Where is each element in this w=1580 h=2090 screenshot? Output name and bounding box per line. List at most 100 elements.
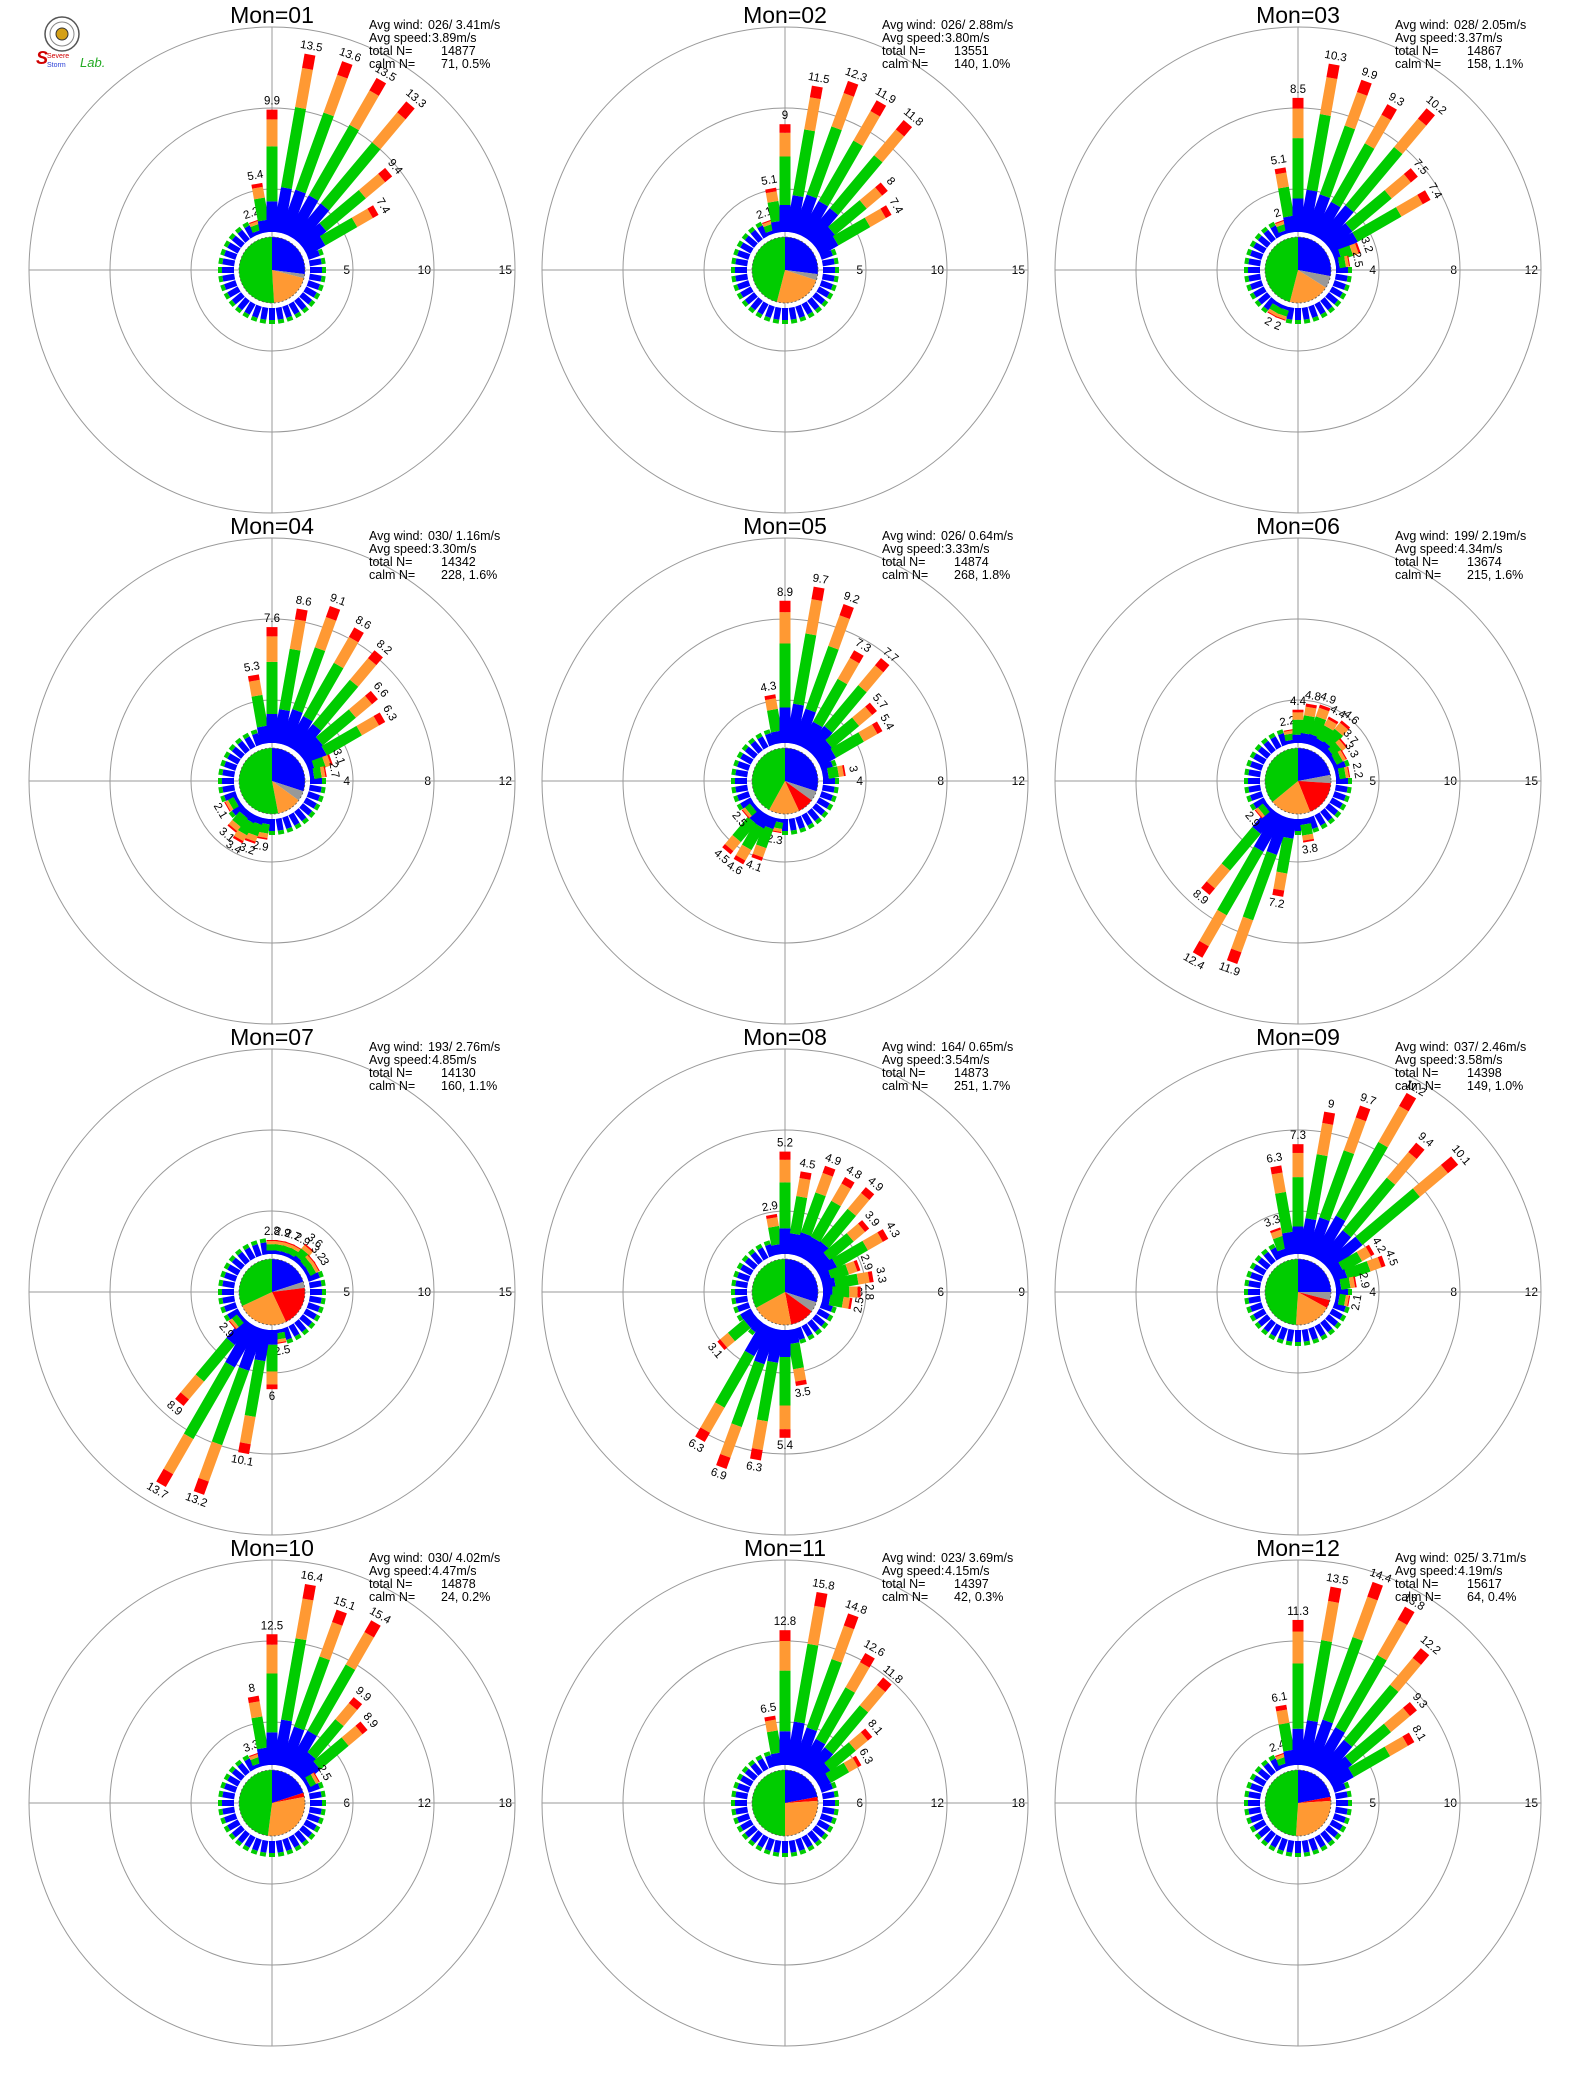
- rose-bar-segment: [754, 811, 771, 829]
- rose-bar-small: [735, 1280, 749, 1289]
- rose-bar-small-tip: [1246, 284, 1253, 292]
- rose-bar-segment: [1355, 1105, 1371, 1122]
- center-pie-slice: [785, 781, 812, 811]
- bar-value-label: 11.9: [1217, 960, 1241, 979]
- rose-bar-segment: [351, 208, 373, 228]
- rose-bar-small-tip: [234, 306, 243, 314]
- rose-bar-small: [308, 273, 322, 282]
- rose-bar-segment: [1386, 1151, 1417, 1185]
- rose-bar-small: [1334, 273, 1348, 282]
- center-pie-slice: [1298, 1796, 1331, 1803]
- total-n-label: total N=: [1395, 1577, 1438, 1591]
- rose-bar-small-tip: [755, 1844, 763, 1852]
- rose-bar-small: [1263, 297, 1276, 311]
- rose-bar-small-tip: [1268, 732, 1276, 740]
- lab-logo: S Severe Storm Lab.: [30, 14, 140, 84]
- rose-bar-segment: [332, 1609, 347, 1626]
- rose-bar-small: [294, 808, 307, 822]
- rose-bar-segment: [297, 1261, 308, 1272]
- rose-bar-segment: [1354, 242, 1361, 254]
- rose-bar-small-tip: [1260, 737, 1269, 745]
- rose-bar-segment: [818, 140, 863, 207]
- bar-value-label: 8: [248, 1682, 256, 1695]
- rose-bar-segment: [250, 1756, 263, 1766]
- rose-bar-small: [299, 1314, 313, 1327]
- rose-bar-small: [757, 1834, 769, 1848]
- rose-bar-segment: [1348, 1746, 1391, 1778]
- rose-bar-segment: [1299, 1720, 1318, 1767]
- rose-bar-small: [1249, 1813, 1264, 1823]
- rose-bar-small-tip: [821, 1832, 829, 1841]
- rose-bar-segment: [307, 1664, 356, 1737]
- rose-bar-segment: [875, 182, 888, 196]
- rose-bar-segment: [831, 92, 854, 131]
- rose-bar-small: [1270, 1323, 1282, 1337]
- rose-bar-small: [816, 286, 830, 298]
- rose-bar-segment: [292, 647, 326, 713]
- rose-bar-segment: [786, 195, 804, 234]
- avg-wind-label: Avg wind:: [1395, 529, 1449, 543]
- total-n-label: total N=: [882, 555, 925, 569]
- center-pie-slice: [272, 1281, 305, 1292]
- rose-bar-small: [1248, 273, 1262, 282]
- rose-bar-small-tip: [814, 817, 823, 825]
- rose-bar-segment: [1324, 728, 1344, 749]
- rose-bar-segment: [1322, 1636, 1363, 1724]
- rose-bar-small-tip: [320, 1790, 326, 1798]
- rose-bar-segment: [1319, 1150, 1355, 1221]
- rose-bar-small-tip: [1343, 759, 1350, 767]
- rose-bar-segment: [1345, 190, 1392, 232]
- rose-bar-segment: [253, 197, 269, 222]
- rose-bar-segment: [815, 748, 837, 767]
- rose-bar-segment: [1338, 245, 1354, 260]
- rose-bar-small-tip: [747, 226, 756, 234]
- panel-title: Mon=04: [230, 513, 314, 539]
- avg-speed-label: Avg speed:: [882, 1053, 944, 1067]
- rose-bar-small-tip: [317, 284, 324, 292]
- rose-bar-segment: [251, 694, 268, 728]
- rose-bar-segment: [349, 90, 379, 131]
- calm-n-label: calm N=: [369, 568, 415, 582]
- rose-bar-segment: [248, 679, 263, 697]
- bar-value-label: 6.3: [1266, 1151, 1284, 1166]
- rose-bar-small: [223, 250, 238, 260]
- rose-bar-small-tip: [277, 1851, 285, 1857]
- rose-bar-segment: [789, 1196, 808, 1235]
- rose-bar-small-tip: [223, 1262, 231, 1270]
- rose-bar-segment: [770, 1752, 784, 1767]
- bar-value-label: 2.9: [273, 1226, 291, 1241]
- bar-value-label: 11.5: [807, 71, 830, 87]
- rose-bar-segment: [294, 1656, 330, 1731]
- bar-value-label: 2.5: [852, 1296, 867, 1314]
- rose-bar-segment: [1381, 104, 1397, 121]
- rose-bar-segment: [796, 1177, 811, 1198]
- rose-bar-small: [1325, 803, 1339, 816]
- rose-bar-small: [306, 280, 321, 290]
- rose-bar-small: [765, 732, 775, 747]
- rose-bar-small-tip: [1260, 1248, 1269, 1256]
- rose-bar-small-tip: [294, 1333, 302, 1341]
- rose-bar-segment: [786, 1721, 805, 1767]
- rose-bar-small: [821, 1806, 835, 1815]
- panel-title: Mon=07: [230, 1024, 314, 1050]
- rose-bar-segment: [244, 811, 258, 824]
- rose-bar-small: [294, 1319, 307, 1333]
- rose-bar-small-tip: [317, 248, 324, 256]
- rose-bar-segment: [700, 1402, 725, 1433]
- rose-bar-segment: [1343, 1684, 1399, 1747]
- rose-bar-segment: [786, 703, 804, 745]
- rose-bar-segment: [1318, 1230, 1352, 1267]
- total-n-value: 14873: [954, 1066, 989, 1080]
- rose-bar-small: [736, 1783, 751, 1793]
- center-pie-slice: [751, 237, 785, 302]
- rose-bar-small: [819, 791, 834, 801]
- rose-bar-small-tip: [1346, 1808, 1352, 1816]
- avg-wind-label: Avg wind:: [369, 18, 423, 32]
- rose-bar-small: [227, 1264, 241, 1276]
- rose-bar-segment: [348, 695, 373, 718]
- rose-bar-segment: [831, 1183, 851, 1207]
- rose-bar-small: [1334, 784, 1348, 793]
- rose-bar-small: [821, 273, 835, 282]
- rose-bar-segment: [1275, 220, 1287, 227]
- rose-bar-small-tip: [733, 759, 740, 767]
